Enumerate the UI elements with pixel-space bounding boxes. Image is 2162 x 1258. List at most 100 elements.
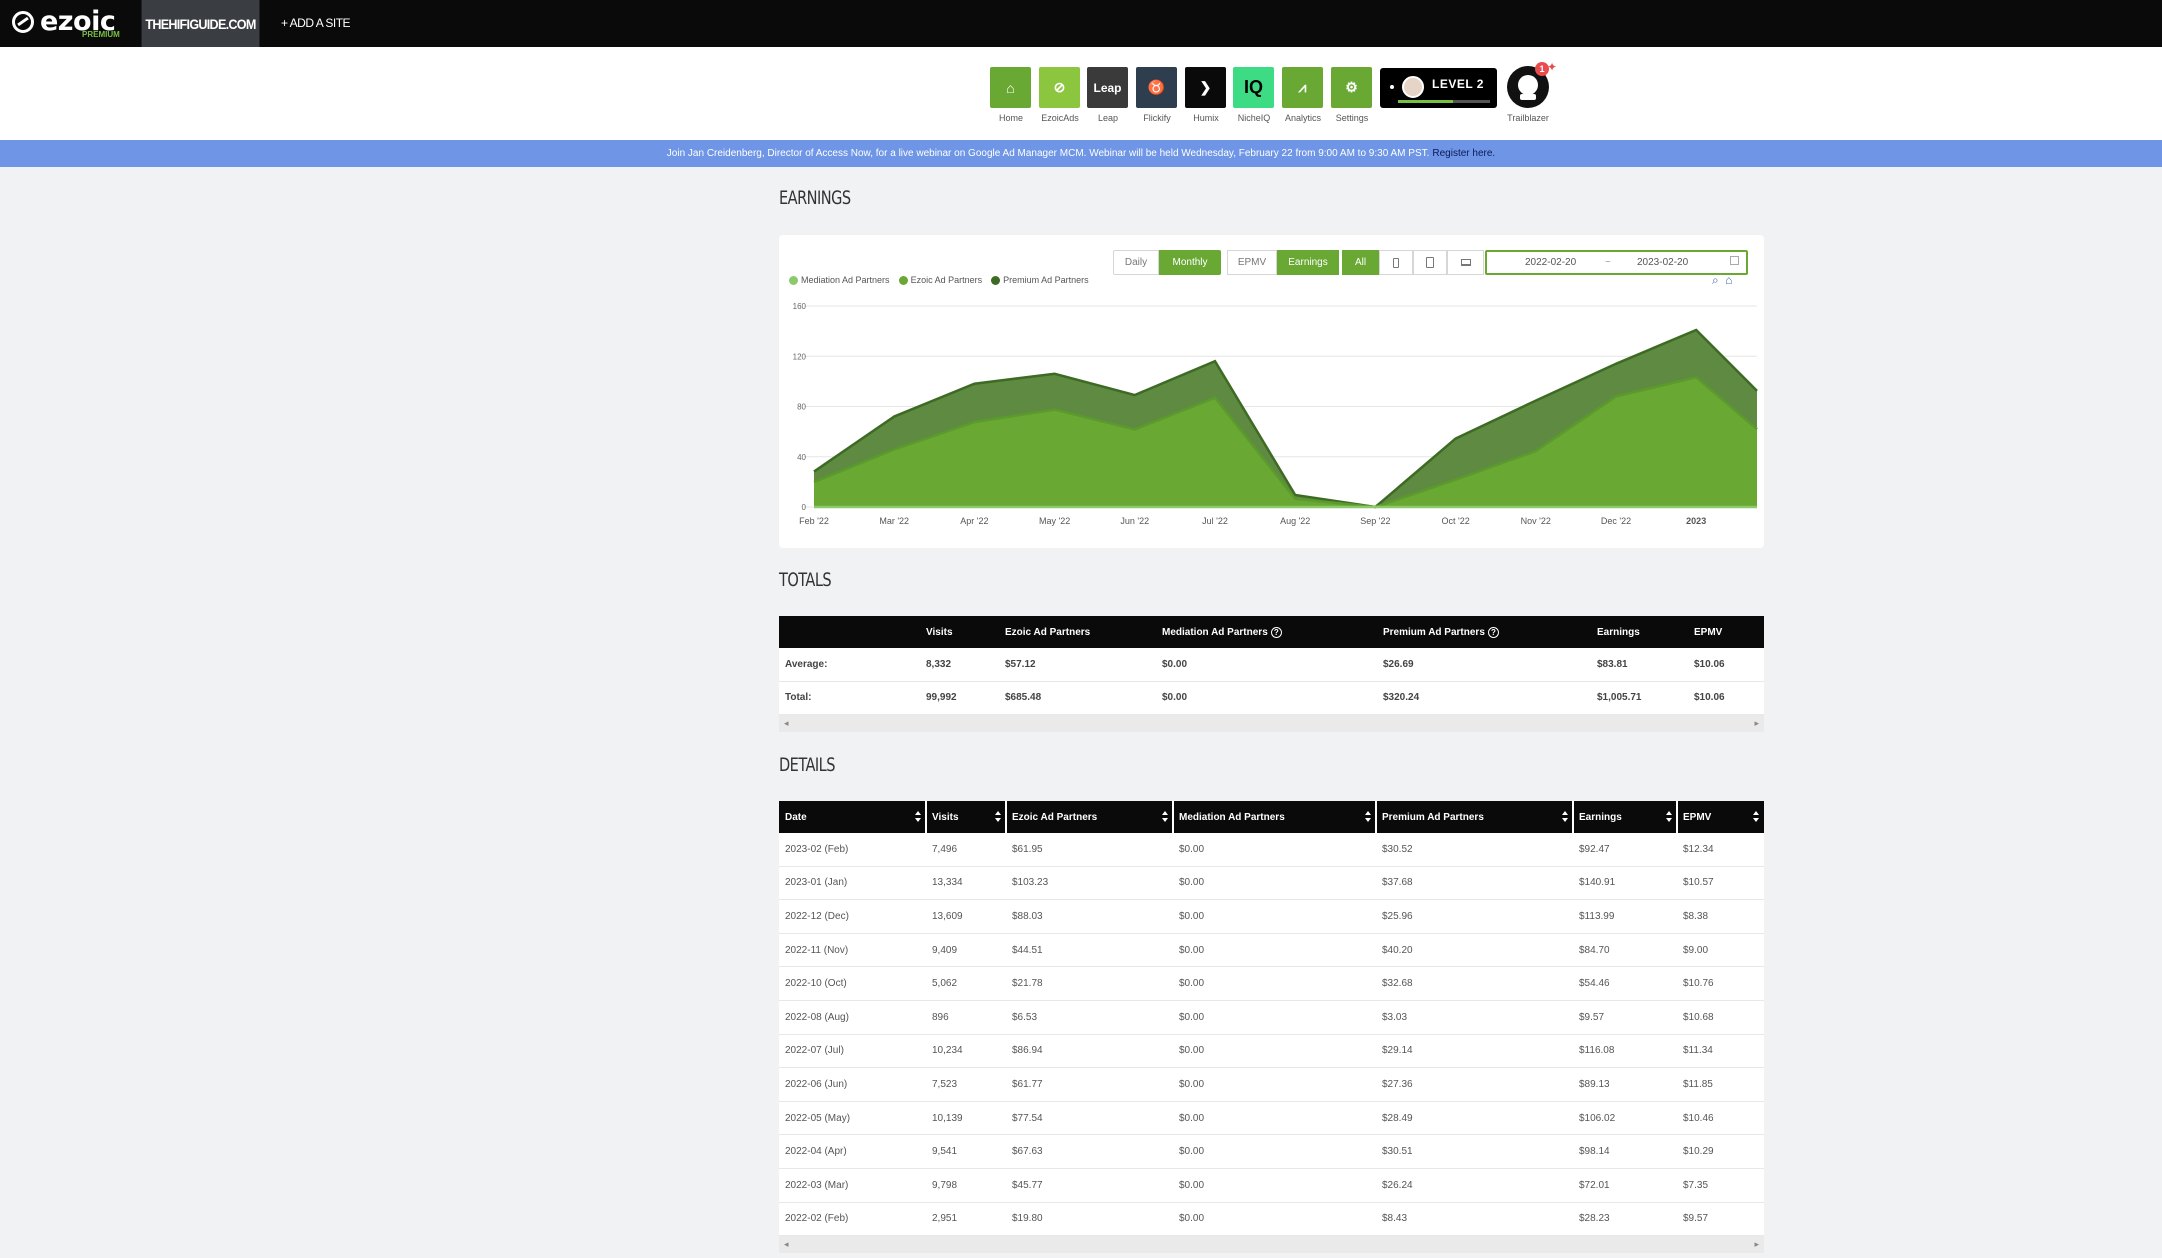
- level-progress-bar: [1398, 100, 1490, 103]
- earnings-button[interactable]: Earnings: [1277, 250, 1339, 275]
- app-home[interactable]: ⌂ Home: [990, 67, 1032, 123]
- column-header[interactable]: EPMV: [1683, 801, 1712, 833]
- table-cell: 2022-07 (Jul): [785, 1045, 844, 1057]
- app-label: Analytics: [1284, 113, 1321, 123]
- y-tick-label: 80: [797, 403, 806, 412]
- table-cell: 9,541: [932, 1146, 958, 1158]
- table-row: Total: 99,992 $685.48 $0.00 $320.24 $1,005.71…: [779, 681, 1764, 715]
- column-header: EPMV: [1694, 626, 1723, 638]
- ezoic-area: [814, 377, 1757, 507]
- app-label: Flickify: [1143, 113, 1171, 123]
- webinar-banner: Join Jan Creidenberg, Director of Access…: [0, 140, 2162, 167]
- epmv-button[interactable]: EPMV: [1227, 250, 1277, 275]
- table-cell: $21.78: [1012, 978, 1043, 990]
- mobile-icon: [1393, 257, 1399, 268]
- monthly-button[interactable]: Monthly: [1159, 250, 1221, 275]
- table-cell: $10.06: [1694, 658, 1725, 670]
- date-range-picker[interactable]: 2022-02-20 ~ 2023-02-20: [1485, 250, 1748, 275]
- column-header[interactable]: Premium Ad Partners: [1382, 801, 1484, 833]
- y-tick-label: 0: [802, 503, 807, 512]
- table-cell: $0.00: [1179, 1179, 1205, 1191]
- register-link[interactable]: Register here.: [1432, 148, 1496, 159]
- top-bar: ezoic PREMIUM THEHIFIGUIDE.COM + ADD A S…: [0, 0, 2162, 47]
- legend-item[interactable]: Ezoic Ad Partners: [898, 275, 982, 285]
- site-tab[interactable]: THEHIFIGUIDE.COM: [141, 0, 260, 47]
- table-row: Average: 8,332 $57.12 $0.00 $26.69 $83.81 $10.…: [779, 648, 1764, 682]
- table-cell: 2022-03 (Mar): [785, 1179, 849, 1191]
- ezoic-logo-icon: [12, 11, 34, 33]
- table-cell: $45.77: [1012, 1179, 1043, 1191]
- ezoic-logo[interactable]: ezoic PREMIUM: [12, 6, 130, 39]
- table-cell: 99,992: [926, 692, 957, 704]
- add-site-link[interactable]: + ADD A SITE: [281, 16, 351, 30]
- desktop-button[interactable]: [1447, 250, 1484, 275]
- table-cell: $77.54: [1012, 1112, 1043, 1124]
- ezoic-area-line: [813, 375, 1758, 509]
- y-tick-label: 40: [797, 453, 806, 462]
- app-ezoicads[interactable]: ⊘ EzoicAds: [1039, 67, 1081, 123]
- date-to: 2023-02-20: [1637, 257, 1689, 268]
- table-cell: $9.57: [1579, 1011, 1605, 1023]
- table-cell: $8.43: [1382, 1213, 1408, 1225]
- legend-item[interactable]: Mediation Ad Partners: [789, 275, 890, 285]
- trailblazer-icon: 1 ✦: [1507, 60, 1557, 108]
- x-tick-label: Nov '22: [1521, 516, 1551, 526]
- scroll-left-icon[interactable]: ◂: [784, 718, 789, 728]
- details-title: DETAILS: [779, 754, 835, 776]
- app-humix[interactable]: ❯ Humix: [1185, 67, 1227, 123]
- all-devices-button[interactable]: All: [1342, 250, 1379, 275]
- tablet-icon: [1426, 257, 1434, 268]
- table-cell: 2022-05 (May): [785, 1112, 851, 1124]
- app-analytics[interactable]: ⩘ Analytics: [1282, 67, 1324, 123]
- table-cell: 896: [932, 1011, 949, 1023]
- trailblazer-button[interactable]: 1 ✦ Trailblazer: [1505, 60, 1557, 123]
- x-tick-label: Apr '22: [960, 516, 988, 526]
- legend-item[interactable]: Premium Ad Partners: [991, 275, 1089, 285]
- table-cell: $9.00: [1683, 944, 1709, 956]
- column-header[interactable]: Mediation Ad Partners: [1179, 801, 1285, 833]
- app-flickify[interactable]: ♉ Flickify: [1136, 67, 1178, 123]
- table-cell: 10,234: [932, 1045, 963, 1057]
- column-header[interactable]: Date: [785, 801, 807, 833]
- zoom-icon[interactable]: ⌕: [1712, 273, 1719, 287]
- table-cell: 2022-02 (Feb): [785, 1213, 849, 1225]
- table-cell: $10.29: [1683, 1146, 1714, 1158]
- tablet-button[interactable]: [1413, 250, 1447, 275]
- nicheiq-icon: IQ: [1233, 67, 1274, 108]
- table-cell: $0.00: [1179, 1146, 1205, 1158]
- column-header[interactable]: Visits: [932, 801, 959, 833]
- app-settings[interactable]: ⚙ Settings: [1331, 67, 1373, 123]
- help-icon[interactable]: ?: [1487, 626, 1499, 638]
- table-cell: $320.24: [1383, 692, 1420, 704]
- scroll-right-icon[interactable]: ▸: [1754, 1239, 1759, 1250]
- app-nicheiq[interactable]: IQ NicheIQ: [1233, 67, 1275, 123]
- table-row: 2022-07 (Jul) 10,234 $86.94 $0.00 $29.14 $116…: [779, 1034, 1764, 1069]
- scroll-left-icon[interactable]: ◂: [784, 1239, 789, 1250]
- table-cell: $0.00: [1179, 1112, 1205, 1124]
- table-cell: $7.35: [1683, 1179, 1709, 1191]
- column-separator: [1005, 801, 1007, 833]
- daily-button[interactable]: Daily: [1113, 250, 1159, 275]
- table-cell: $103.23: [1012, 877, 1049, 889]
- table-cell: $26.69: [1383, 658, 1414, 670]
- horizontal-scrollbar[interactable]: ◂ ▸: [779, 1236, 1764, 1254]
- app-leap[interactable]: Leap Leap: [1087, 67, 1129, 123]
- home-icon[interactable]: ⌂: [1725, 273, 1733, 287]
- table-row: 2022-08 (Aug) 896 $6.53 $0.00 $3.03 $9.57 $10.…: [779, 1000, 1764, 1035]
- mobile-button[interactable]: [1379, 250, 1413, 275]
- column-header[interactable]: Ezoic Ad Partners: [1012, 801, 1098, 833]
- help-icon[interactable]: ?: [1270, 626, 1282, 638]
- table-cell: 2022-11 (Nov): [785, 944, 849, 956]
- column-separator: [1676, 801, 1678, 833]
- scroll-right-icon[interactable]: ▸: [1754, 718, 1759, 728]
- table-cell: $88.03: [1012, 910, 1043, 922]
- table-cell: $0.00: [1179, 843, 1205, 855]
- table-cell: 8,332: [926, 658, 952, 670]
- horizontal-scrollbar[interactable]: ◂ ▸: [779, 715, 1764, 732]
- table-cell: $98.14: [1579, 1146, 1610, 1158]
- column-header[interactable]: Earnings: [1579, 801, 1622, 833]
- x-tick-label: Jun '22: [1120, 516, 1149, 526]
- chart-zoom-controls: ⌕ ⌂: [1712, 273, 1732, 288]
- level-badge[interactable]: LEVEL 2: [1380, 68, 1497, 108]
- table-cell: $19.80: [1012, 1213, 1043, 1225]
